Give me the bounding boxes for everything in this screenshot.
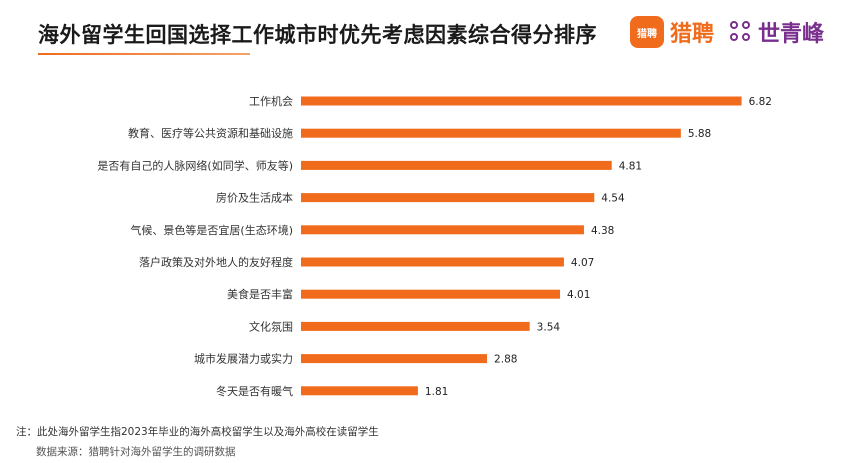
value-label: 5.88 bbox=[688, 128, 711, 140]
category-label: 落户政策及对外地人的友好程度 bbox=[139, 255, 293, 269]
bar bbox=[301, 193, 595, 203]
category-label: 房价及生活成本 bbox=[216, 191, 293, 205]
bar bbox=[301, 257, 564, 267]
bar bbox=[301, 96, 742, 106]
category-label: 美食是否丰富 bbox=[227, 287, 293, 301]
bar bbox=[301, 354, 488, 364]
chart-title: 海外留学生回国选择工作城市时优先考虑因素综合得分排序 bbox=[38, 23, 597, 47]
value-label: 2.88 bbox=[494, 354, 517, 366]
bar bbox=[301, 128, 681, 138]
logo-group: 猎聘 猎聘 世青峰 bbox=[630, 16, 824, 48]
shiqingfeng-logo-text: 世青峰 bbox=[758, 22, 825, 47]
bar bbox=[301, 321, 530, 331]
bar bbox=[301, 225, 584, 235]
title-underline bbox=[38, 53, 250, 55]
category-label: 是否有自己的人脉网络(如同学、师友等) bbox=[97, 158, 293, 172]
value-label: 4.07 bbox=[571, 257, 594, 269]
category-label: 工作机会 bbox=[249, 94, 293, 108]
category-label: 冬天是否有暖气 bbox=[216, 384, 293, 398]
category-label: 教育、医疗等公共资源和基础设施 bbox=[128, 126, 293, 140]
value-label: 4.81 bbox=[619, 160, 642, 172]
bar bbox=[301, 160, 612, 170]
shiqingfeng-logo-icon bbox=[730, 21, 752, 43]
category-label: 文化氛围 bbox=[249, 319, 293, 333]
category-label: 气候、景色等是否宜居(生态环境) bbox=[130, 223, 293, 237]
bar bbox=[301, 289, 561, 299]
value-label: 4.38 bbox=[591, 225, 614, 237]
liepin-logo-text: 猎聘 bbox=[670, 22, 715, 47]
value-label: 4.01 bbox=[567, 289, 590, 301]
bar bbox=[301, 386, 418, 396]
value-label: 4.54 bbox=[601, 193, 625, 205]
category-label: 城市发展潜力或实力 bbox=[194, 352, 293, 366]
value-label: 1.81 bbox=[425, 386, 448, 398]
value-label: 3.54 bbox=[537, 321, 561, 333]
footnote: 注：此处海外留学生指2023年毕业的海外高校留学生以及海外高校在读留学生 bbox=[16, 426, 379, 438]
liepin-logo-icon: 猎聘 bbox=[630, 16, 664, 48]
value-label: 6.82 bbox=[749, 96, 772, 108]
data-source: 数据来源：猎聘针对海外留学生的调研数据 bbox=[36, 446, 236, 458]
